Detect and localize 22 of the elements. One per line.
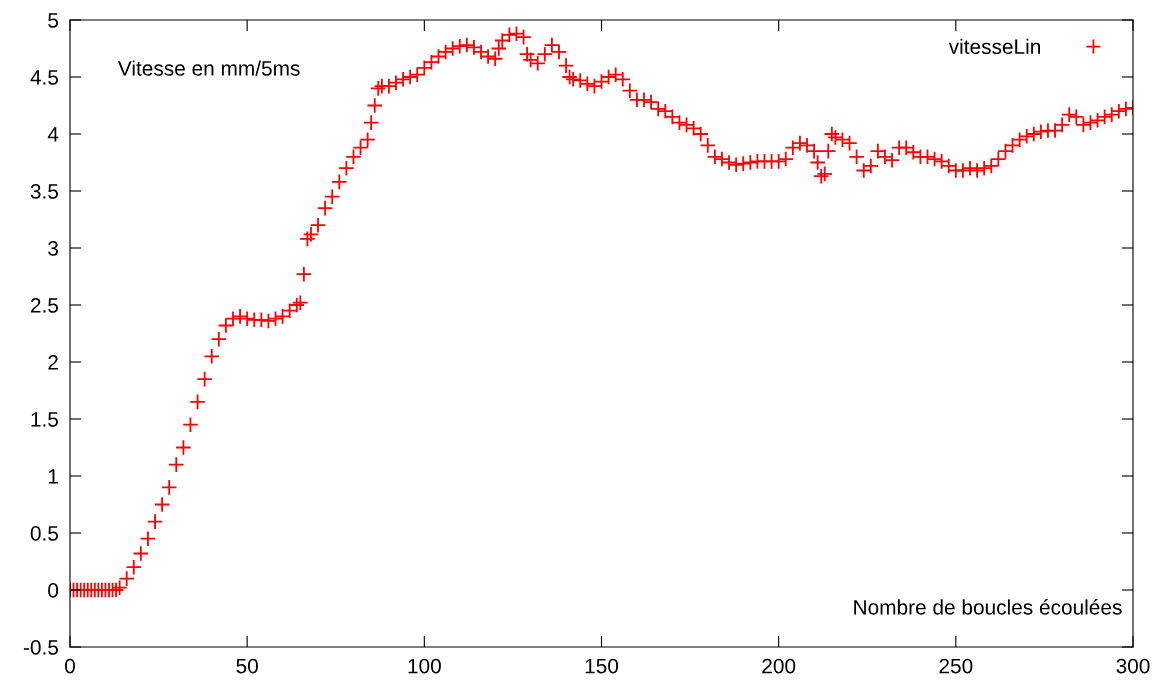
x-tick-label: 50 [236, 658, 258, 674]
y-tick-label: 4 [47, 127, 59, 142]
y-tick-label: 5 [48, 13, 59, 28]
legend-label: vitesseLin [948, 38, 1040, 55]
y-tick-label: 2 [48, 355, 58, 370]
x-tick-label: 250 [939, 658, 973, 674]
x-axis-title: Nombre de boucles écoulées [854, 599, 1122, 615]
y-tick-label: 1.5 [31, 412, 59, 427]
x-tick-label: 100 [408, 658, 441, 674]
x-tick-label: 0 [65, 658, 75, 674]
y-tick-label: -0.5 [23, 640, 59, 655]
y-axis-title: Vitesse en mm/5ms [117, 60, 300, 76]
y-tick-label: 1 [48, 469, 58, 484]
x-tick-label: 300 [1116, 658, 1150, 674]
y-tick-label: 4.5 [30, 70, 59, 85]
y-tick-label: 2.5 [30, 298, 59, 313]
y-tick-label: 0 [48, 583, 59, 598]
x-tick-label: 150 [585, 658, 619, 674]
y-tick-label: 0.5 [30, 526, 59, 541]
y-tick-label: 3.5 [30, 184, 59, 199]
x-tick-label: 200 [762, 658, 796, 674]
y-tick-label: 3 [48, 241, 58, 256]
